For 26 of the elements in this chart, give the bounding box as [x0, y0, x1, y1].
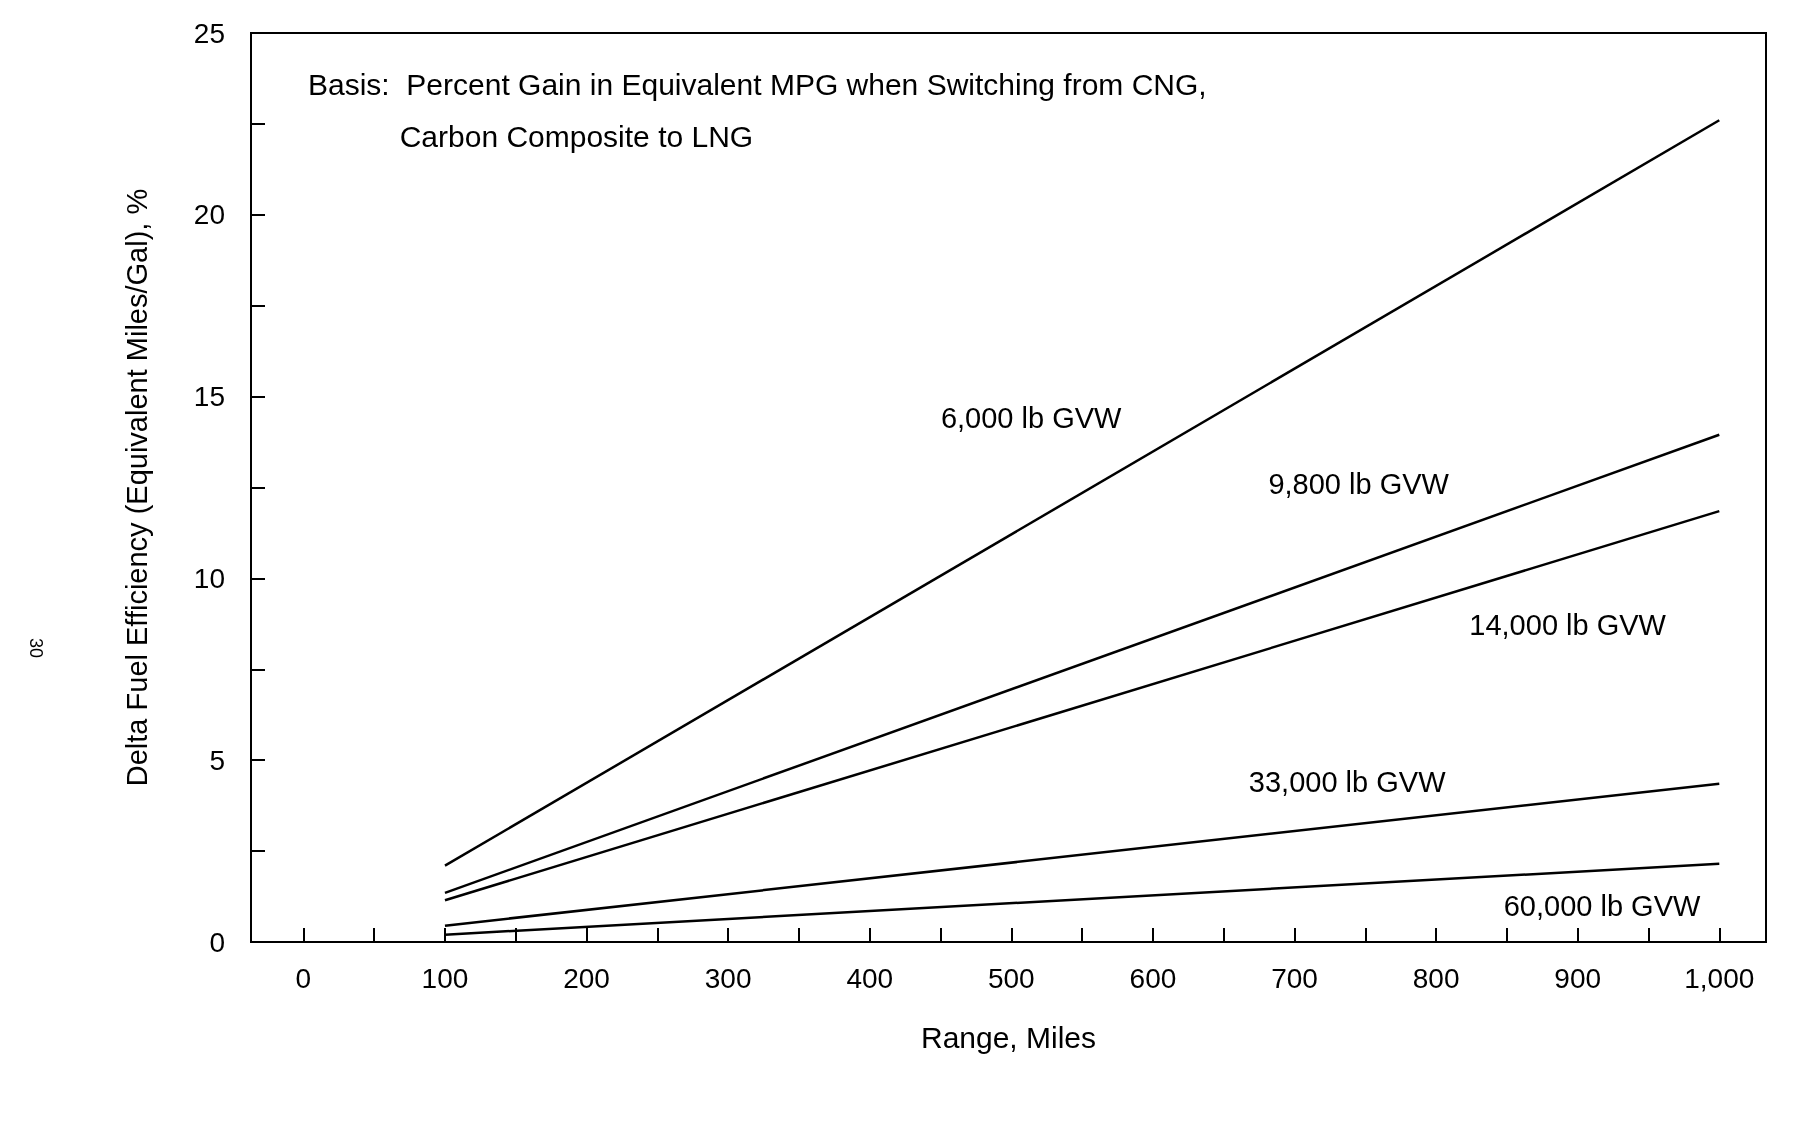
x-tick-label: 0 [295, 962, 312, 994]
series-label: 60,000 lb GVW [1503, 890, 1701, 923]
y-axis-title: Delta Fuel Efficiency (Equivalent Miles/Gal), % [120, 188, 153, 787]
series-label: 9,800 lb GVW [1268, 468, 1450, 501]
y-tick-label: 15 [193, 381, 225, 413]
x-axis-title: Range, Miles [920, 1020, 1097, 1054]
text: 30 [26, 637, 46, 659]
x-tick-label: 600 [1129, 962, 1177, 994]
x-tick-label: 800 [1412, 962, 1460, 994]
x-tick-label: 400 [846, 962, 894, 994]
y-tick-label: 25 [193, 17, 225, 49]
series-label: 6,000 lb GVW [940, 401, 1123, 434]
annotation: Basis: Percent Gain in Equivalent MPG when Switching from CNG, Carbon Composite to LNG [308, 67, 1207, 153]
x-tick-label: 700 [1271, 962, 1318, 994]
series-label: 33,000 lb GVW [1248, 766, 1447, 799]
x-tick-label: 500 [987, 962, 1035, 994]
y-tick-label: 20 [193, 199, 225, 231]
x-tick-label: 300 [704, 962, 752, 994]
y-tick-label: 10 [193, 562, 225, 594]
x-tick-label: 1,000 [1684, 962, 1755, 994]
x-tick-label: 100 [421, 962, 469, 994]
series-label: 14,000 lb GVW [1469, 609, 1667, 642]
y-tick-label: 0 [209, 926, 225, 958]
x-tick-label: 200 [563, 962, 610, 994]
x-tick-label: 900 [1554, 962, 1602, 994]
y-tick-label: 5 [209, 744, 225, 776]
